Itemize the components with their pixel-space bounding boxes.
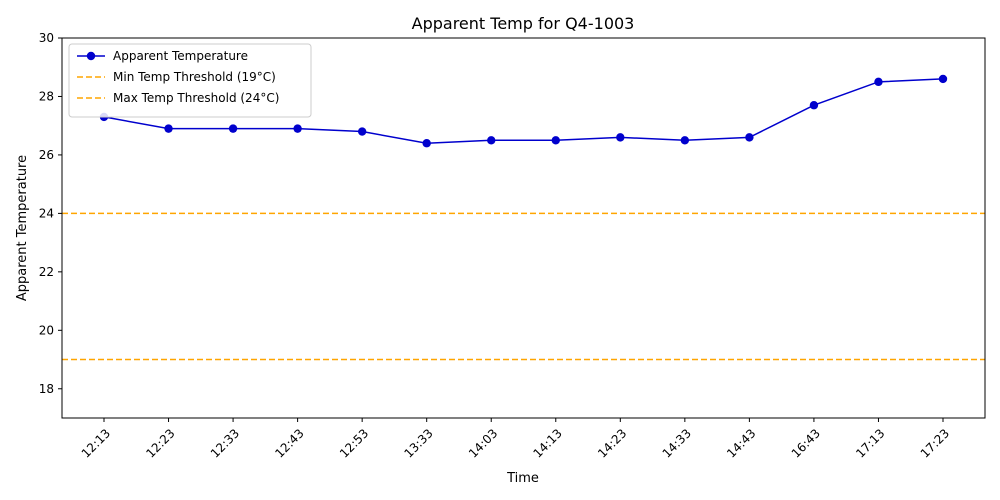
x-tick-label: 17:13	[853, 426, 887, 460]
data-point	[680, 136, 690, 145]
x-tick-label: 12:13	[79, 426, 113, 460]
data-point	[938, 74, 948, 84]
x-tick-label: 12:53	[337, 426, 371, 460]
x-tick-label: 14:33	[660, 426, 694, 460]
x-tick-label: 12:33	[208, 426, 242, 460]
data-point	[616, 133, 625, 142]
y-tick-label: 28	[39, 89, 54, 103]
chart-title: Apparent Temp for Q4-1003	[412, 14, 635, 33]
legend-entry: Max Temp Threshold (24°C)	[113, 91, 279, 105]
data-point	[228, 124, 238, 133]
y-tick-label: 30	[39, 31, 54, 45]
y-tick-label: 18	[39, 382, 54, 396]
x-axis-label: Time	[506, 471, 539, 486]
data-point	[422, 139, 431, 148]
y-tick-label: 24	[39, 206, 54, 220]
legend-entry: Apparent Temperature	[113, 49, 248, 63]
y-tick-label: 22	[39, 265, 54, 279]
x-tick-label: 12:43	[272, 426, 306, 460]
x-tick-label: 14:23	[595, 426, 629, 460]
y-tick-label: 26	[39, 148, 54, 162]
x-tick-label: 14:13	[531, 426, 565, 460]
data-point	[745, 133, 754, 142]
data-point	[874, 77, 883, 87]
legend-swatch-marker	[86, 51, 96, 61]
y-tick-label: 20	[39, 323, 54, 337]
x-tick-label: 14:03	[466, 426, 500, 460]
legend-entry: Min Temp Threshold (19°C)	[113, 70, 276, 84]
x-tick-label: 12:23	[143, 426, 177, 460]
x-tick-label: 16:43	[789, 426, 823, 460]
x-tick-label: 13:33	[401, 426, 435, 460]
x-tick-label: 14:43	[724, 426, 758, 460]
data-point	[551, 136, 560, 145]
data-point	[164, 124, 173, 133]
data-point	[357, 127, 367, 136]
data-point	[809, 101, 819, 110]
data-point	[293, 124, 302, 133]
legend-box	[68, 43, 312, 118]
plot-frame	[61, 37, 986, 419]
series-line-0	[103, 78, 944, 144]
legend: Apparent Temperature Min Temp Threshold (…	[68, 43, 312, 118]
y-axis-label: Apparent Temperature	[15, 155, 30, 301]
x-tick-label: 17:23	[918, 426, 952, 460]
data-point	[487, 136, 496, 145]
